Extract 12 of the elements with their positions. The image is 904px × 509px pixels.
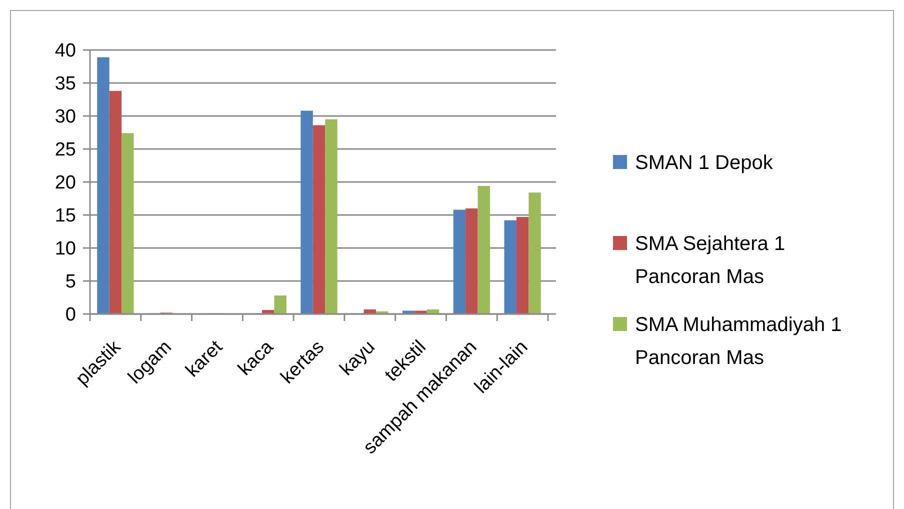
y-tick-label: 15 bbox=[54, 206, 76, 227]
y-tick-label: 5 bbox=[65, 272, 76, 293]
y-tick-label: 40 bbox=[54, 40, 76, 62]
y-tick-label: 10 bbox=[54, 238, 76, 260]
y-tick-label: 20 bbox=[54, 172, 76, 194]
legend-label: SMAN 1 Depok bbox=[635, 152, 774, 174]
legend-label: SMA Muhammadiyah 1 Pancoran Mas bbox=[635, 314, 842, 369]
y-tick-label: 25 bbox=[54, 140, 76, 161]
y-tick-label: 0 bbox=[65, 304, 76, 326]
y-tick-label: 35 bbox=[54, 74, 76, 95]
y-tick-label: 30 bbox=[54, 106, 76, 128]
legend-label: SMA Sejahtera 1 Pancoran Mas bbox=[635, 233, 786, 288]
